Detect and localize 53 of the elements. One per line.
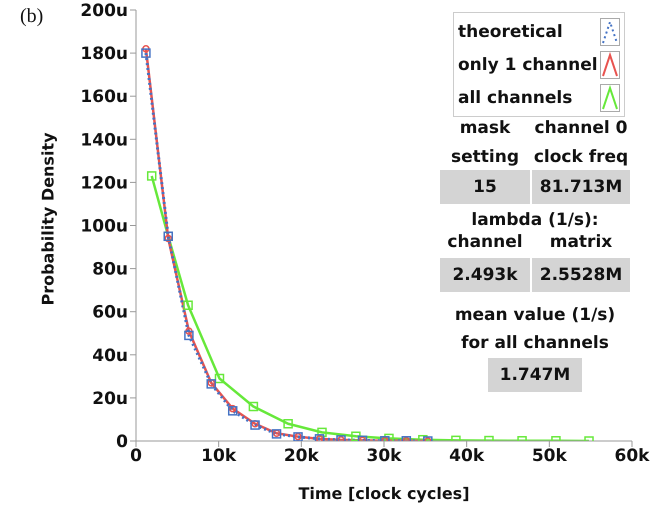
annotation: channel [446, 231, 524, 254]
annotation: clock freq [532, 146, 630, 169]
x-tick-label: 30k [366, 446, 402, 466]
point [351, 432, 361, 441]
annotation: lambda (1/s): [470, 209, 600, 232]
annotation: setting [450, 146, 520, 169]
point [185, 327, 193, 335]
point [283, 419, 293, 429]
point [317, 428, 327, 438]
y-tick-label: 180u [80, 44, 128, 64]
y-tick-label: 40u [92, 346, 128, 366]
text-field: 81.713M [532, 170, 630, 204]
y-tick-label: 120u [80, 173, 128, 194]
text-field: 2.5528M [532, 258, 630, 292]
x-axis-title: Time [clock cycles] [298, 484, 470, 503]
annotation: for all channels [460, 332, 610, 355]
x-tick-label: 50k [532, 446, 568, 466]
y-tick-label: 160u [80, 87, 128, 108]
point [214, 374, 224, 384]
x-tick-label: 20k [284, 446, 320, 466]
text-field: 2.493k [440, 258, 530, 292]
point [248, 402, 258, 412]
point [384, 434, 394, 441]
legend-label: all channels [458, 88, 572, 108]
text-field: 1.747M [488, 358, 582, 392]
y-tick-label: 100u [80, 216, 128, 237]
y-tick-label: 140u [80, 130, 128, 150]
annotation: channel 0 [534, 117, 628, 140]
y-tick-label: 200u [80, 1, 128, 22]
legend-label: only 1 channel [458, 54, 598, 74]
y-tick-label: 0 [116, 432, 128, 452]
annotation: mask [458, 117, 512, 140]
y-tick-label: 80u [92, 260, 128, 280]
x-tick-label: 10k [201, 446, 237, 466]
point [142, 45, 150, 53]
text: (b) [20, 4, 44, 28]
x-tick-label: 0 [130, 446, 142, 466]
point [141, 48, 151, 58]
y-tick-label: 60u [92, 302, 128, 323]
x-tick-label: 40k [449, 446, 485, 466]
annotation: mean value (1/s) [454, 304, 616, 327]
annotation: matrix [548, 231, 614, 254]
x-tick-label: 60k [614, 446, 650, 466]
point [164, 234, 172, 242]
text-field: 15 [440, 170, 530, 204]
y-axis-title: Probability Density [38, 132, 58, 306]
y-tick-label: 20u [92, 388, 128, 409]
point [228, 406, 238, 416]
point [228, 404, 236, 412]
point [183, 300, 193, 310]
legend-label: theoretical [458, 22, 563, 42]
point [184, 330, 194, 340]
point [146, 171, 156, 181]
